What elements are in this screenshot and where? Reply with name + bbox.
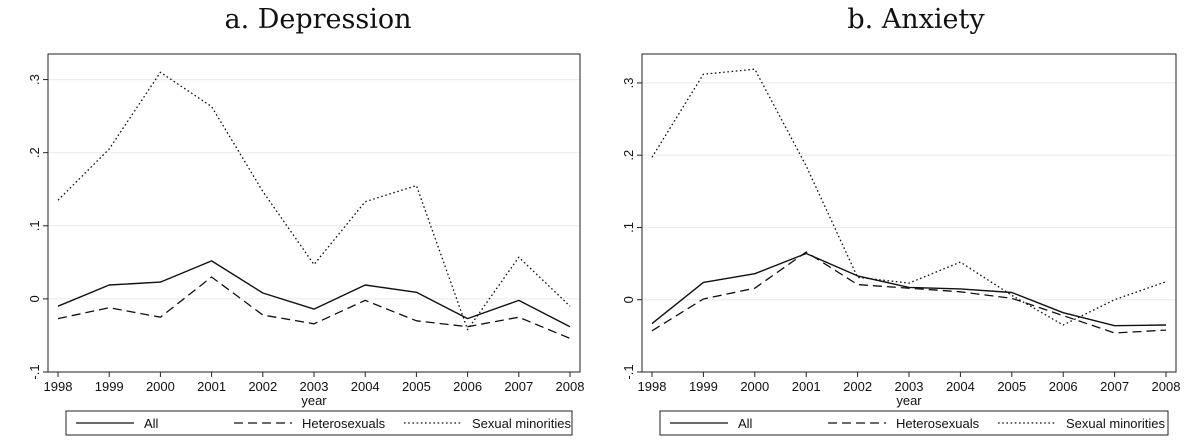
x-tick-label: 2001 (197, 379, 226, 394)
legend-label: All (738, 416, 753, 431)
y-tick-label: .1 (621, 222, 636, 233)
x-tick-label: 2000 (146, 379, 175, 394)
x-tick-label: 2005 (402, 379, 431, 394)
x-tick-label: 2007 (1100, 379, 1129, 394)
legend-label: Sexual minorities (1066, 416, 1165, 431)
x-tick-label: 2001 (792, 379, 821, 394)
series-line-all (651, 252, 1167, 327)
series-line-sexual-minorities (651, 68, 1167, 326)
y-tick-label: 0 (27, 295, 42, 302)
legend-label: Heterosexuals (896, 416, 980, 431)
x-tick-label: 1998 (44, 379, 73, 394)
y-tick-label: -.1 (27, 364, 42, 379)
x-tick-label: 2003 (300, 379, 329, 394)
x-tick-label: 2004 (946, 379, 975, 394)
panel-depression: a. Depression -.1 0 .1 .2 .3 1998 1999 2000 2001 2… (27, 4, 585, 436)
x-tick-label: 1998 (638, 379, 667, 394)
x-tick-label: 2008 (556, 379, 585, 394)
series-line-all (57, 260, 571, 328)
x-tick-label: 2003 (895, 379, 924, 394)
x-axis-label: year (301, 393, 327, 408)
x-tick-label: 2002 (248, 379, 277, 394)
x-tick-label: 1999 (689, 379, 718, 394)
x-tick-label: 2007 (504, 379, 533, 394)
chart-title: b. Anxiety (847, 4, 985, 35)
y-tick-label: .2 (621, 150, 636, 161)
y-tick-label: .3 (621, 77, 636, 88)
y-tick-label: .1 (27, 220, 42, 231)
x-axis-label: year (896, 393, 922, 408)
x-tick-label: 2006 (453, 379, 482, 394)
x-tick-label: 2000 (740, 379, 769, 394)
panel-anxiety: b. Anxiety -.1 0 .1 .2 .3 1998 1999 2000 2001 2002… (621, 4, 1181, 436)
y-tick-label: .3 (27, 74, 42, 85)
legend-label: All (144, 416, 159, 431)
legend-label: Sexual minorities (472, 416, 571, 431)
x-tick-label: 2002 (843, 379, 872, 394)
series-line-heterosexuals (57, 276, 571, 340)
series-line-heterosexuals (651, 251, 1167, 334)
legend-label: Heterosexuals (302, 416, 386, 431)
chart-title: a. Depression (224, 4, 411, 35)
legend-box (65, 410, 573, 436)
y-tick-label: 0 (621, 296, 636, 303)
x-tick-label: 2005 (997, 379, 1026, 394)
y-tick-label: .2 (27, 147, 42, 158)
plot-frame (641, 53, 1177, 373)
series-line-sexual-minorities (57, 71, 571, 331)
x-tick-label: 2004 (351, 379, 380, 394)
x-tick-label: 2008 (1152, 379, 1181, 394)
legend-box (659, 410, 1169, 436)
y-tick-label: -.1 (621, 364, 636, 379)
x-tick-label: 1999 (95, 379, 124, 394)
x-tick-label: 2006 (1049, 379, 1078, 394)
